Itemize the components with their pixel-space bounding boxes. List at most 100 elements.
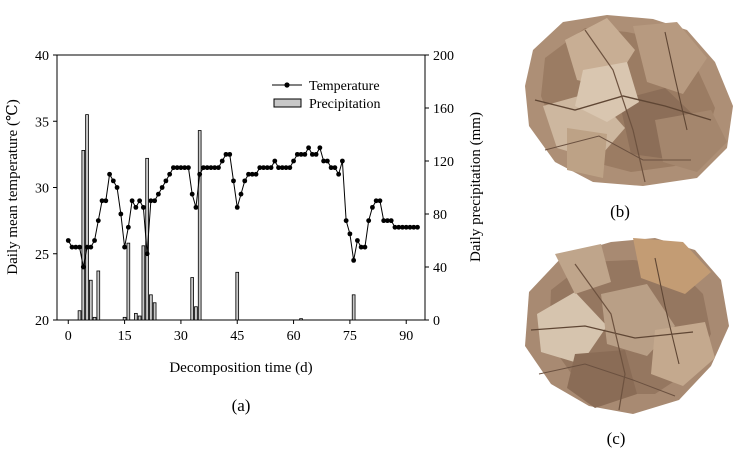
temperature-point <box>208 165 214 171</box>
y-right-tick-label: 40 <box>433 261 447 276</box>
y-left-tick-label: 20 <box>35 314 49 329</box>
y-left-tick-label: 40 <box>35 49 49 64</box>
temperature-point <box>122 244 127 250</box>
temperature-series <box>65 145 420 270</box>
precipitation-bar <box>152 302 157 321</box>
temperature-point <box>152 198 158 204</box>
precipitation-bar <box>351 294 356 321</box>
precipitation-bar <box>126 242 131 321</box>
x-tick-label: 75 <box>343 329 357 344</box>
temperature-point <box>343 218 349 224</box>
temperature-point <box>148 198 154 204</box>
temperature-point <box>370 204 375 210</box>
temperature-point <box>373 198 379 204</box>
precipitation-bar <box>197 130 202 321</box>
temperature-point <box>339 158 345 164</box>
legend-temperature-marker <box>284 82 290 88</box>
x-tick-label: 45 <box>230 329 244 344</box>
y-left-tick-label: 30 <box>35 182 49 197</box>
precipitation-bar <box>190 277 194 321</box>
temperature-point <box>355 238 360 243</box>
temperature-point <box>261 165 266 171</box>
temperature-point <box>144 251 150 257</box>
photo-leaf-litter-b <box>515 10 740 190</box>
temperature-point <box>216 165 221 171</box>
x-tick-label: 60 <box>287 329 301 344</box>
temperature-point <box>403 224 409 230</box>
photo-leaf-litter-c <box>515 234 740 414</box>
temperature-point <box>309 151 315 157</box>
temperature-point <box>99 198 105 204</box>
temperature-point <box>219 158 225 164</box>
temperature-point <box>110 178 116 184</box>
temperature-point <box>103 198 109 204</box>
y-right-tick-label: 0 <box>433 314 440 329</box>
temperature-point <box>133 204 139 210</box>
temperature-point <box>336 171 342 177</box>
temperature-point <box>246 171 251 177</box>
temperature-point <box>264 165 270 171</box>
temperature-point <box>366 218 372 224</box>
temperature-point <box>171 165 176 171</box>
temperature-point <box>129 198 135 204</box>
temperature-point <box>118 211 124 217</box>
temperature-point <box>197 171 203 177</box>
temperature-point <box>223 151 229 157</box>
temperature-point <box>321 158 327 164</box>
temperature-point <box>276 165 281 171</box>
temperature-point <box>92 238 97 243</box>
temperature-point <box>69 244 75 250</box>
temperature-point <box>362 244 368 250</box>
temperature-point <box>347 231 353 237</box>
temperature-point <box>231 178 236 184</box>
temperature-point <box>125 224 131 230</box>
temperature-point <box>227 151 233 157</box>
x-axis-title: Decomposition time (d) <box>169 360 312 376</box>
temperature-point <box>351 257 357 263</box>
y-left-tick-label: 25 <box>35 248 49 263</box>
y-right-tick-label: 200 <box>433 49 454 64</box>
temperature-point <box>242 178 248 184</box>
panel-label-c: (c) <box>607 429 626 448</box>
x-tick-label: 30 <box>174 329 188 344</box>
temperature-point <box>257 165 263 171</box>
temperature-point <box>204 165 210 171</box>
temperature-point <box>159 185 165 190</box>
temperature-point <box>174 165 180 171</box>
temperature-point <box>388 218 394 224</box>
temperature-point <box>279 165 285 171</box>
temperature-point <box>167 171 173 177</box>
y-axis-title-right: Daily precipitation (mm) <box>468 112 484 262</box>
temperature-point <box>324 158 330 164</box>
temperature-point <box>238 191 244 197</box>
temperature-point <box>88 244 94 250</box>
precipitation-bar <box>299 318 303 321</box>
y-right-tick-label: 160 <box>433 102 454 117</box>
temperature-point <box>407 224 413 230</box>
temperature-point <box>328 165 334 171</box>
temperature-point <box>137 198 143 204</box>
temperature-point <box>385 218 390 224</box>
y-right-tick-label: 80 <box>433 208 447 223</box>
temperature-point <box>186 165 191 171</box>
temperature-point <box>234 204 240 210</box>
temperature-point <box>377 198 383 204</box>
temperature-point <box>140 204 146 210</box>
temperature-point <box>381 218 387 224</box>
temperature-point <box>163 178 169 184</box>
precipitation-bar <box>89 279 93 321</box>
temperature-point <box>317 145 323 151</box>
legend-precipitation-label: Precipitation <box>309 97 381 112</box>
precipitation-bars <box>77 114 356 321</box>
x-tick-label: 0 <box>65 329 72 344</box>
precipitation-bar <box>92 316 97 321</box>
temperature-point <box>332 165 338 171</box>
temperature-point <box>65 238 71 243</box>
temperature-point <box>155 191 161 197</box>
precipitation-bar <box>141 245 146 321</box>
temperature-line <box>67 146 418 268</box>
temperature-point <box>358 244 364 250</box>
legend: Temperature Precipitation <box>272 79 381 112</box>
temperature-point <box>400 224 405 230</box>
